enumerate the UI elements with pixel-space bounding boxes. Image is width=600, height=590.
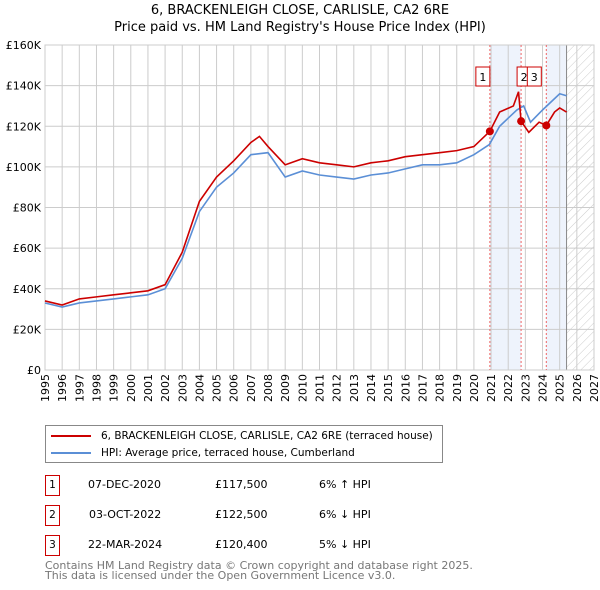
x-tick-label: 2019 xyxy=(451,374,464,402)
x-tick-label: 2015 xyxy=(382,374,395,402)
x-tick-label: 2025 xyxy=(554,374,567,402)
legend: 6, BRACKENLEIGH CLOSE, CARLISLE, CA2 6RE… xyxy=(45,425,443,463)
x-tick-label: 1995 xyxy=(39,374,52,402)
series-line-property xyxy=(44,91,567,306)
sale-hpi-diff: 6% ↑ HPI xyxy=(319,478,371,491)
x-tick-label: 2017 xyxy=(416,374,429,402)
sale-date: 07-DEC-2020 xyxy=(88,478,162,491)
y-tick-label: £140K xyxy=(6,80,42,93)
x-tick-label: 2003 xyxy=(176,374,189,402)
x-tick-label: 1998 xyxy=(90,374,103,402)
chart-title: 6, BRACKENLEIGH CLOSE, CARLISLE, CA2 6RE xyxy=(150,3,450,18)
x-tick-label: 2021 xyxy=(485,374,498,402)
x-tick-label: 2004 xyxy=(193,374,206,402)
x-tick-label: 2009 xyxy=(279,374,292,402)
x-tick-label: 2022 xyxy=(502,374,515,402)
sale-marker-label: 3 xyxy=(45,535,60,556)
sale-row: 2 03-OCT-2022 £122,500 6% ↓ HPI xyxy=(45,505,465,526)
x-tick-label: 2020 xyxy=(468,374,481,402)
x-tick-label: 2010 xyxy=(296,374,309,402)
sale-point xyxy=(517,117,526,126)
legend-label-property: 6, BRACKENLEIGH CLOSE, CARLISLE, CA2 6RE… xyxy=(101,430,433,442)
x-tick-label: 2026 xyxy=(571,374,584,402)
legend-item-hpi: HPI: Average price, terraced house, Cumb… xyxy=(46,445,355,461)
legend-swatch-property xyxy=(51,435,91,437)
y-tick-label: £60K xyxy=(13,242,42,255)
sale-date: 22-MAR-2024 xyxy=(88,538,163,551)
y-tick-label: £100K xyxy=(6,161,42,174)
plot-frame xyxy=(44,44,595,371)
x-tick-label: 1997 xyxy=(73,374,86,402)
sale-marker-label: 2 xyxy=(521,71,528,84)
price-chart: 1995 1996 1997 1998 1999 2000 2001 2002 2003 2004… xyxy=(6,39,600,402)
x-tick-label: 1999 xyxy=(108,374,121,402)
sale-marker-box xyxy=(526,66,542,87)
y-tick-label: £0 xyxy=(27,364,41,377)
x-tick-label: 2001 xyxy=(142,374,155,402)
x-tick-label: 2013 xyxy=(348,374,361,402)
x-tick-label: 2018 xyxy=(434,374,447,402)
y-tick-label: £120K xyxy=(6,120,42,133)
sale-price: £117,500 xyxy=(215,478,268,491)
sale-marker-label: 1 xyxy=(45,475,60,496)
x-tick-label: 2014 xyxy=(365,374,378,402)
legend-label-hpi: HPI: Average price, terraced house, Cumb… xyxy=(101,447,355,459)
sale-hpi-diff: 5% ↓ HPI xyxy=(319,538,371,551)
sale-marker-label: 2 xyxy=(45,505,60,526)
x-tick-label: 2011 xyxy=(314,374,327,402)
sale-marker-label: 1 xyxy=(479,71,486,84)
x-tick-label: 2005 xyxy=(211,374,224,402)
x-tick-label: 2007 xyxy=(245,374,258,402)
legend-swatch-hpi xyxy=(51,452,91,454)
sale-point xyxy=(542,121,551,130)
y-tick-label: £40K xyxy=(13,283,42,296)
footer-licence: This data is licensed under the Open Gov… xyxy=(45,569,396,582)
sale-hpi-diff: 6% ↓ HPI xyxy=(319,508,371,521)
sale-point xyxy=(485,127,494,136)
sale-row: 3 22-MAR-2024 £120,400 5% ↓ HPI xyxy=(45,535,465,556)
footer: Contains HM Land Registry data © Crown c… xyxy=(45,559,473,582)
x-tick-label: 2002 xyxy=(159,374,172,402)
sale-marker-box xyxy=(475,66,491,87)
footer-copyright: Contains HM Land Registry data © Crown c… xyxy=(45,559,473,572)
x-tick-label: 2008 xyxy=(262,374,275,402)
x-tick-label: 2000 xyxy=(125,374,138,402)
x-tick-label: 1996 xyxy=(56,374,69,402)
sale-price: £120,400 xyxy=(215,538,268,551)
legend-item-property: 6, BRACKENLEIGH CLOSE, CARLISLE, CA2 6RE… xyxy=(46,428,433,444)
y-tick-label: £80K xyxy=(13,202,42,215)
x-tick-label: 2016 xyxy=(399,374,412,402)
sale-row: 1 07-DEC-2020 £117,500 6% ↑ HPI xyxy=(45,475,465,496)
sale-marker-label: 3 xyxy=(531,71,538,84)
x-tick-label: 2023 xyxy=(519,374,532,402)
x-tick-label: 2027 xyxy=(588,374,600,402)
series-line-hpi xyxy=(44,92,567,308)
x-tick-label: 2012 xyxy=(331,374,344,402)
chart-subtitle: Price paid vs. HM Land Registry's House … xyxy=(114,20,486,35)
y-tick-label: £160K xyxy=(6,39,42,52)
x-tick-label: 2024 xyxy=(537,374,550,402)
y-tick-label: £20K xyxy=(13,323,42,336)
sale-date: 03-OCT-2022 xyxy=(89,508,162,521)
sale-price: £122,500 xyxy=(215,508,268,521)
x-tick-label: 2006 xyxy=(228,374,241,402)
